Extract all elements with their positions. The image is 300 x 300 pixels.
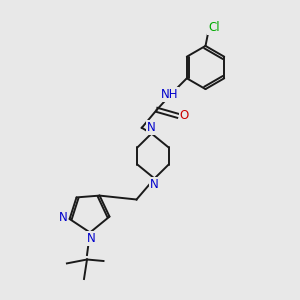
Text: O: O (180, 109, 189, 122)
Text: NH: NH (161, 88, 178, 101)
Text: N: N (150, 178, 159, 191)
Text: N: N (87, 232, 96, 245)
Text: N: N (147, 121, 156, 134)
Text: Cl: Cl (208, 21, 220, 34)
Text: N: N (58, 211, 68, 224)
